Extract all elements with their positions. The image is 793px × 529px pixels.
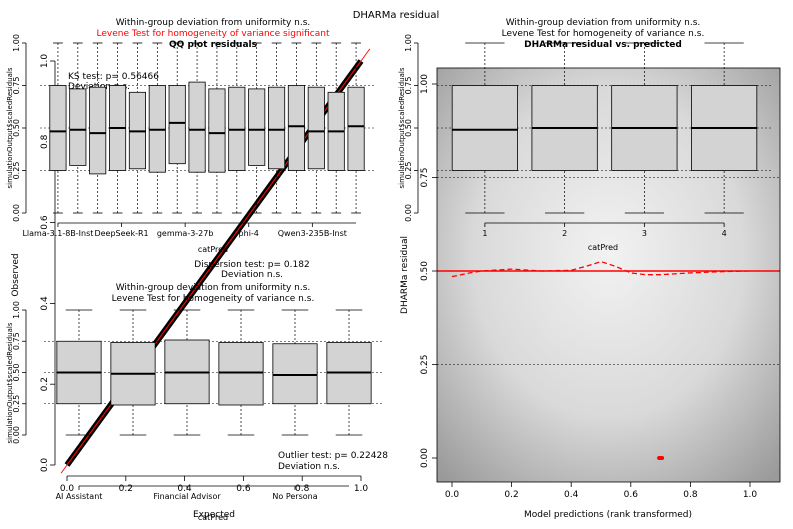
- model-box: [69, 88, 87, 166]
- model-x-tick-label: phi-4: [239, 229, 259, 238]
- model-box: [307, 86, 325, 170]
- temp-x-tick-label: 2: [562, 229, 567, 238]
- persona-y-tick-label: 0.00: [12, 426, 21, 444]
- resid-x-tick-label: 0.6: [624, 490, 639, 500]
- resid-y-tick-label: 1.00: [420, 74, 430, 94]
- resid-spline-median-path: [451, 260, 751, 278]
- resid-ylabel: DHARMa residual: [400, 236, 410, 314]
- model-xlabel: catPred: [198, 245, 228, 254]
- model-boxplot: 0.00 0.25 0.50 0.75 1.00 Llama-3.1-8B-Inst Dee…: [12, 34, 374, 238]
- resid-spline-median: [437, 260, 780, 278]
- model-x-tick-label: Qwen3-235B-Inst: [278, 229, 347, 238]
- temp-x-tick-label: 4: [722, 229, 727, 238]
- dispersion-test-text: Dispersion test: p= 0.182: [194, 260, 309, 270]
- resid-xlabel: Model predictions (rank transformed): [524, 510, 692, 520]
- qq-x-tick-label: 1.0: [354, 484, 369, 494]
- qq-y-tick-label: 0.4: [40, 296, 50, 311]
- model-y-tick-label: 1.00: [12, 34, 21, 52]
- ks-test-text: KS test: p= 0.56466: [68, 72, 159, 82]
- qq-ylabel: Observed: [11, 253, 21, 296]
- persona-y-tick-label: 0.75: [12, 332, 21, 350]
- temp-y-tick-label: 0.00: [404, 204, 413, 222]
- resid-points: [657, 456, 665, 460]
- temp-x-tick-label: 1: [482, 229, 487, 238]
- persona-y-tick-label: 0.50: [12, 364, 21, 382]
- qq-x-tick-label: 0.4: [177, 484, 192, 494]
- temp-xlabel: catPred: [588, 243, 618, 252]
- temp-y-tick-label: 0.25: [404, 162, 413, 180]
- persona-boxplot: 0.00 0.25 0.50 0.75 1.00 AI Assistant Financia…: [12, 301, 384, 501]
- resid-y-tick-label: 0.50: [420, 261, 430, 281]
- resid-plot-frame: [436, 67, 781, 483]
- persona-ylabel: simulationOutput$scaledResiduals: [6, 322, 14, 443]
- persona-x-tick-label: AI Assistant: [56, 492, 103, 501]
- model-box: [347, 86, 365, 171]
- model-subtitle2: Levene Test for homogeneity of variance …: [97, 29, 330, 39]
- model-subtitle1: Within-group deviation from uniformity n…: [116, 18, 311, 28]
- resid-y-tick-label: 0.75: [420, 167, 430, 187]
- resid-x-tick-label: 0.0: [445, 490, 460, 500]
- model-x-tick-label: Llama-3.1-8B-Inst: [22, 229, 93, 238]
- temp-ylabel: simulationOutput$scaledResiduals: [398, 67, 406, 188]
- model-box: [168, 85, 186, 165]
- persona-subtitle1: Within-group deviation from uniformity n…: [116, 283, 311, 293]
- persona-subtitle2: Levene Test for homogeneity of variance …: [112, 294, 315, 304]
- persona-x-tick-label: Financial Advisor: [153, 492, 221, 501]
- model-y-tick-label: 0.00: [12, 204, 21, 222]
- temp-subtitle2: Levene Test for homogeneity of variance …: [502, 29, 705, 39]
- temp-subtitle1: Within-group deviation from uniformity n…: [506, 18, 701, 28]
- temp-box: [451, 85, 518, 171]
- resid-x-tick-label: 1.0: [743, 490, 758, 500]
- persona-box: [218, 342, 264, 406]
- model-y-tick-label: 0.25: [12, 162, 21, 180]
- resid-x-tick-label: 0.8: [683, 490, 698, 500]
- qq-y-tick-label: 0.6: [40, 215, 50, 230]
- resid-outlier-point: [660, 456, 665, 460]
- temp-boxplot: 0.00 0.25 0.50 0.75 1.00 1 2 3 4: [404, 34, 772, 238]
- persona-xlabel: catPred: [198, 513, 228, 522]
- model-box: [208, 88, 226, 173]
- qq-x-tick-label: 0.8: [295, 484, 310, 494]
- persona-y-tick-label: 0.25: [12, 395, 21, 413]
- model-ylabel: simulationOutput$scaledResiduals: [6, 67, 14, 188]
- qq-y-tick-label: 0.0: [40, 458, 50, 473]
- qq-y-tick-label: 0.8: [40, 134, 50, 149]
- persona-x-tick-label: No Persona: [272, 492, 317, 501]
- persona-y-tick-label: 1.00: [12, 301, 21, 319]
- qq-xlabel: Expected: [193, 510, 235, 520]
- model-box: [188, 81, 206, 173]
- model-y-tick-label: 0.75: [12, 77, 21, 95]
- model-box: [268, 86, 286, 170]
- qq-x-tick-label: 0.2: [119, 484, 133, 494]
- resid-x-tick-label: 0.2: [504, 490, 518, 500]
- outlier-test-text: Outlier test: p= 0.22428: [278, 451, 388, 461]
- model-y-tick-label: 0.50: [12, 119, 21, 137]
- dispersion-deviation-text: Deviation n.s.: [221, 270, 283, 280]
- temp-x-tick-label: 3: [642, 229, 647, 238]
- qq-y-tick-label: 1.0: [40, 54, 50, 69]
- model-x-tick-label: gemma-3-27b: [157, 229, 214, 238]
- resid-y-tick-label: 0.00: [420, 448, 430, 468]
- qq-x-tick-label: 0.0: [60, 484, 75, 494]
- outlier-deviation-text: Deviation n.s.: [278, 462, 340, 472]
- model-x-tick-label: DeepSeek-R1: [94, 229, 148, 238]
- temp-title: DHARMa residual vs. predicted: [524, 40, 682, 50]
- qq-title: QQ plot residuals: [169, 40, 257, 50]
- model-box: [287, 85, 305, 171]
- model-box: [89, 86, 107, 175]
- qq-x-tick-label: 0.6: [236, 484, 251, 494]
- resid-axes: 0.0 0.2 0.4 0.6 0.8 1.0 0.00 0.25 0.50 0.75 1.00: [420, 67, 781, 500]
- temp-y-tick-label: 0.75: [404, 77, 413, 95]
- page-title: DHARMa residual: [353, 10, 440, 21]
- qq-y-tick-label: 0.2: [40, 377, 50, 391]
- temp-y-tick-label: 1.00: [404, 34, 413, 52]
- model-box: [49, 85, 67, 171]
- temp-y-tick-label: 0.50: [404, 119, 413, 137]
- model-box: [248, 88, 266, 166]
- persona-box: [272, 343, 318, 405]
- resid-y-tick-label: 0.25: [420, 354, 430, 374]
- resid-x-tick-label: 0.4: [564, 490, 579, 500]
